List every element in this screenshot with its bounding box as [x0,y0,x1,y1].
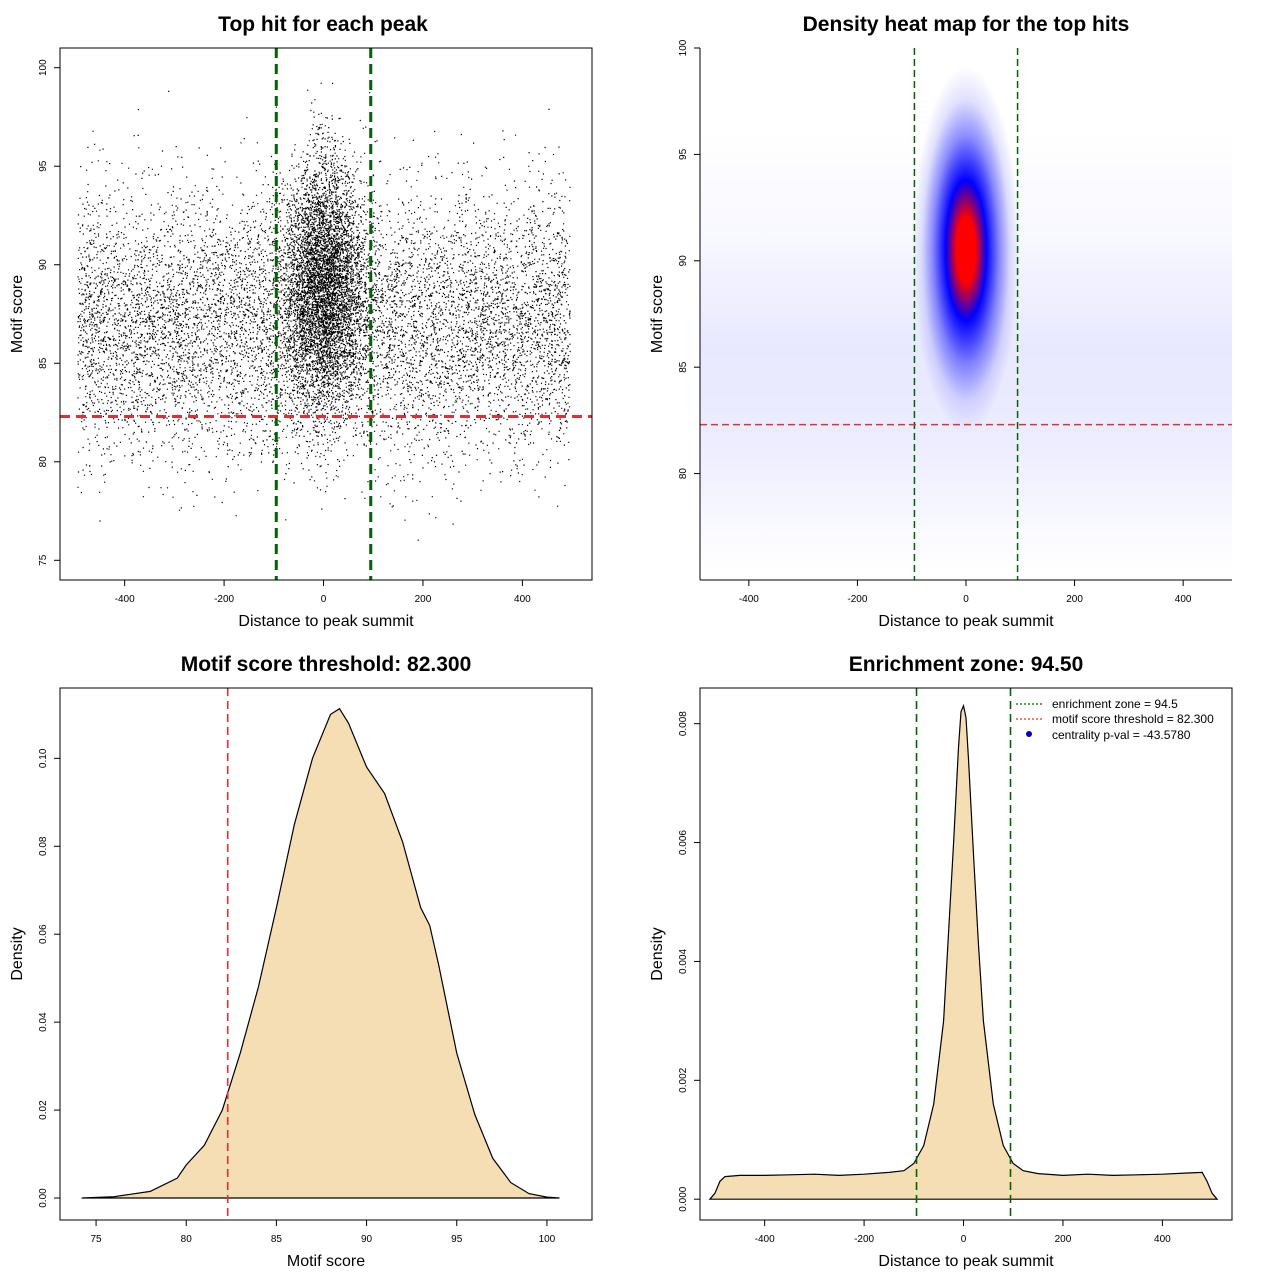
distance-density-x-tick-label: -400 [755,1234,775,1245]
distance-density-curve [708,703,1219,1200]
panel-scatter: Top hit for each peak -400 -200 0 200 400 75 8… [9,13,593,630]
scatter-x-tick-label: 0 [321,594,327,605]
distance-density-y-tick-label: 0.006 [678,830,689,855]
distance-density-title: Enrichment zone: 94.50 [849,653,1084,676]
heatmap-hotspot [912,66,1020,435]
score-density-x-tick-label: 100 [539,1234,556,1245]
scatter-plot-frame [59,47,593,581]
score-density-y-label: Density [9,927,26,980]
distance-density-x-tick-label: -200 [854,1234,874,1245]
score-density-y-tick-label: 0.10 [38,748,49,768]
legend-label-motif-threshold: motif score threshold = 82.300 [1052,712,1214,726]
score-density-y-tick-label: 0.04 [38,1012,49,1032]
panel-score-density: Motif score threshold: 82.300 75 80 85 90 95… [9,653,593,1270]
scatter-x-label: Distance to peak summit [238,613,414,630]
distance-density-y-tick-label: 0.008 [678,711,689,736]
score-density-y-tick-label: 0.02 [38,1100,49,1120]
heatmap-y-tick-label: 80 [678,468,689,480]
panel-distance-density: Enrichment zone: 94.50 -400 -200 0 200 400 0.… [649,653,1233,1270]
score-density-x-tick-label: 90 [361,1234,373,1245]
scatter-points [77,82,571,541]
heatmap-x-label: Distance to peak summit [878,613,1054,630]
score-density-ticks: 75 80 85 90 95 100 0.00 0.02 0.04 0.06 0.08 0.10 [38,748,556,1245]
heatmap-y-tick-label: 100 [678,39,689,56]
heatmap-y-label: Motif score [649,275,666,353]
heatmap-y-tick-label: 95 [678,148,689,160]
heatmap-x-tick-label: -400 [739,594,759,605]
scatter-y-label: Motif score [9,275,26,353]
distance-density-y-tick-label: 0.002 [678,1067,689,1092]
heatmap-x-tick-label: 0 [963,594,969,605]
distance-density-ticks: -400 -200 0 200 400 0.000 0.002 0.004 0.006 0.008 [678,711,1171,1245]
distance-density-x-label: Distance to peak summit [878,1253,1054,1270]
score-density-x-label: Motif score [287,1253,365,1270]
distance-density-plot-frame [699,687,1233,1221]
distance-density-x-tick-label: 0 [961,1234,967,1245]
score-density-curve [81,707,560,1199]
score-density-y-tick-label: 0.08 [38,836,49,856]
scatter-ticks: -400 -200 0 200 400 75 80 85 90 95 100 [38,59,531,605]
score-density-x-tick-label: 95 [451,1234,463,1245]
scatter-reference-lines [60,48,592,580]
heatmap-x-tick-label: 400 [1175,594,1192,605]
scatter-title: Top hit for each peak [218,13,428,36]
scatter-y-tick-label: 100 [38,59,49,76]
heatmap-y-tick-label: 90 [678,255,689,267]
legend-label-centrality: centrality p-val = -43.5780 [1052,728,1191,742]
heatmap-reference-lines [700,48,1232,580]
scatter-y-tick-label: 75 [38,554,49,566]
scatter-y-tick-label: 95 [38,160,49,172]
distance-density-x-tick-label: 400 [1154,1234,1171,1245]
legend-label-enrichment-zone: enrichment zone = 94.5 [1052,697,1178,711]
scatter-x-tick-label: 200 [415,594,432,605]
score-density-y-tick-label: 0.06 [38,924,49,944]
score-density-title: Motif score threshold: 82.300 [181,653,472,676]
legend-swatch-centrality [1026,731,1032,737]
legend: enrichment zone = 94.5 motif score thres… [1016,697,1214,742]
distance-density-y-tick-label: 0.000 [678,1186,689,1211]
distance-density-reference-lines [915,688,1012,1220]
heatmap-ticks: -400 -200 0 200 400 80 85 90 95 100 [678,39,1192,605]
panel-heatmap: Density heat map for the top hits -400 -2… [649,13,1232,630]
scatter-point-cloud [77,82,571,541]
score-density-x-tick-label: 75 [91,1234,103,1245]
heatmap-canvas [700,48,1232,580]
scatter-x-tick-label: 400 [514,594,531,605]
score-density-plot-frame [59,687,593,1221]
scatter-y-tick-label: 80 [38,456,49,468]
score-density-x-tick-label: 85 [271,1234,283,1245]
heatmap-title: Density heat map for the top hits [803,13,1130,36]
scatter-y-tick-label: 90 [38,259,49,271]
scatter-x-tick-label: -200 [214,594,234,605]
scatter-y-tick-label: 85 [38,357,49,369]
heatmap-x-tick-label: -200 [847,594,867,605]
scatter-x-tick-label: -400 [115,594,135,605]
score-density-y-tick-label: 0.00 [38,1188,49,1208]
distance-density-y-tick-label: 0.004 [678,948,689,973]
distance-density-y-label: Density [649,927,666,980]
heatmap-y-tick-label: 85 [678,361,689,373]
score-density-x-tick-label: 80 [181,1234,193,1245]
heatmap-x-tick-label: 200 [1066,594,1083,605]
distance-density-x-tick-label: 200 [1055,1234,1072,1245]
